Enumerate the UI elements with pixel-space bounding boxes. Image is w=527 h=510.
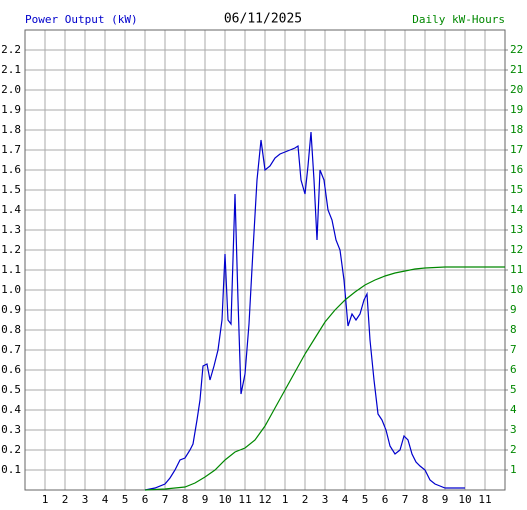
y2-tick-label: 11 bbox=[510, 263, 523, 276]
y-tick-label: 0.8 bbox=[1, 323, 21, 336]
y2-tick-label: 6 bbox=[510, 363, 517, 376]
x-tick-label: 9 bbox=[202, 493, 209, 506]
y-tick-label: 2.1 bbox=[1, 63, 21, 76]
x-tick-label: 6 bbox=[142, 493, 149, 506]
y-tick-label: 1.3 bbox=[1, 223, 21, 236]
x-tick-label: 12 bbox=[258, 493, 271, 506]
x-tick-label: 10 bbox=[218, 493, 231, 506]
y2-tick-label: 4 bbox=[510, 403, 517, 416]
y-tick-label: 1.8 bbox=[1, 123, 21, 136]
x-tick-label: 4 bbox=[342, 493, 349, 506]
y2-tick-label: 13 bbox=[510, 223, 523, 236]
y-tick-label: 0.6 bbox=[1, 363, 21, 376]
y-tick-label: 1.0 bbox=[1, 283, 21, 296]
y-tick-label: 2.2 bbox=[1, 43, 21, 56]
y2-tick-label: 19 bbox=[510, 103, 523, 116]
y-tick-label: 1.6 bbox=[1, 163, 21, 176]
y2-tick-label: 8 bbox=[510, 323, 517, 336]
plot-border bbox=[24, 29, 506, 491]
chart-title: 06/11/2025 bbox=[224, 12, 302, 27]
y2-tick-label: 9 bbox=[510, 303, 517, 316]
y2-tick-label: 2 bbox=[510, 443, 517, 456]
y-tick-label: 0.9 bbox=[1, 303, 21, 316]
x-tick-label: 8 bbox=[182, 493, 189, 506]
y2-tick-label: 20 bbox=[510, 83, 523, 96]
x-tick-label: 2 bbox=[302, 493, 309, 506]
y-tick-label: 2.0 bbox=[1, 83, 21, 96]
x-tick-label: 7 bbox=[162, 493, 169, 506]
y2-tick-label: 17 bbox=[510, 143, 523, 156]
x-tick-label: 6 bbox=[382, 493, 389, 506]
x-tick-label: 5 bbox=[122, 493, 129, 506]
y-tick-label: 0.5 bbox=[1, 383, 21, 396]
x-tick-label: 11 bbox=[478, 493, 491, 506]
y2-axis-label: Daily kW-Hours bbox=[412, 13, 505, 26]
y2-tick-label: 7 bbox=[510, 343, 517, 356]
y-tick-label: 0.2 bbox=[1, 443, 21, 456]
y2-tick-label: 15 bbox=[510, 183, 523, 196]
y2-tick-label: 3 bbox=[510, 423, 517, 436]
x-tick-label: 3 bbox=[322, 493, 329, 506]
y-tick-label: 0.3 bbox=[1, 423, 21, 436]
x-tick-label: 9 bbox=[442, 493, 449, 506]
y-tick-label: 0.7 bbox=[1, 343, 21, 356]
y2-tick-label: 5 bbox=[510, 383, 517, 396]
y2-tick-label: 16 bbox=[510, 163, 523, 176]
y-tick-label: 1.2 bbox=[1, 243, 21, 256]
y2-tick-label: 22 bbox=[510, 43, 523, 56]
y-tick-label: 0.4 bbox=[1, 403, 21, 416]
x-tick-label: 1 bbox=[282, 493, 289, 506]
y-tick-label: 1.4 bbox=[1, 203, 21, 216]
y2-tick-label: 10 bbox=[510, 283, 523, 296]
x-tick-label: 3 bbox=[82, 493, 89, 506]
data-line bbox=[144, 266, 505, 491]
y2-tick-label: 1 bbox=[510, 463, 517, 476]
y-axis-label: Power Output (kW) bbox=[25, 13, 138, 26]
y-tick-label: 1.5 bbox=[1, 183, 21, 196]
y-tick-label: 1.9 bbox=[1, 103, 21, 116]
x-tick-label: 4 bbox=[102, 493, 109, 506]
y2-tick-label: 14 bbox=[510, 203, 524, 216]
y-tick-label: 1.7 bbox=[1, 143, 21, 156]
x-tick-label: 11 bbox=[238, 493, 251, 506]
y2-tick-label: 12 bbox=[510, 243, 523, 256]
y-tick-label: 0.1 bbox=[1, 463, 21, 476]
x-tick-label: 10 bbox=[458, 493, 471, 506]
x-tick-label: 1 bbox=[42, 493, 49, 506]
y2-tick-label: 21 bbox=[510, 63, 523, 76]
data-line bbox=[144, 131, 465, 491]
x-tick-label: 8 bbox=[422, 493, 429, 506]
x-tick-label: 7 bbox=[402, 493, 409, 506]
y2-tick-label: 18 bbox=[510, 123, 523, 136]
x-tick-label: 2 bbox=[62, 493, 69, 506]
y-tick-label: 1.1 bbox=[1, 263, 21, 276]
x-tick-label: 5 bbox=[362, 493, 369, 506]
